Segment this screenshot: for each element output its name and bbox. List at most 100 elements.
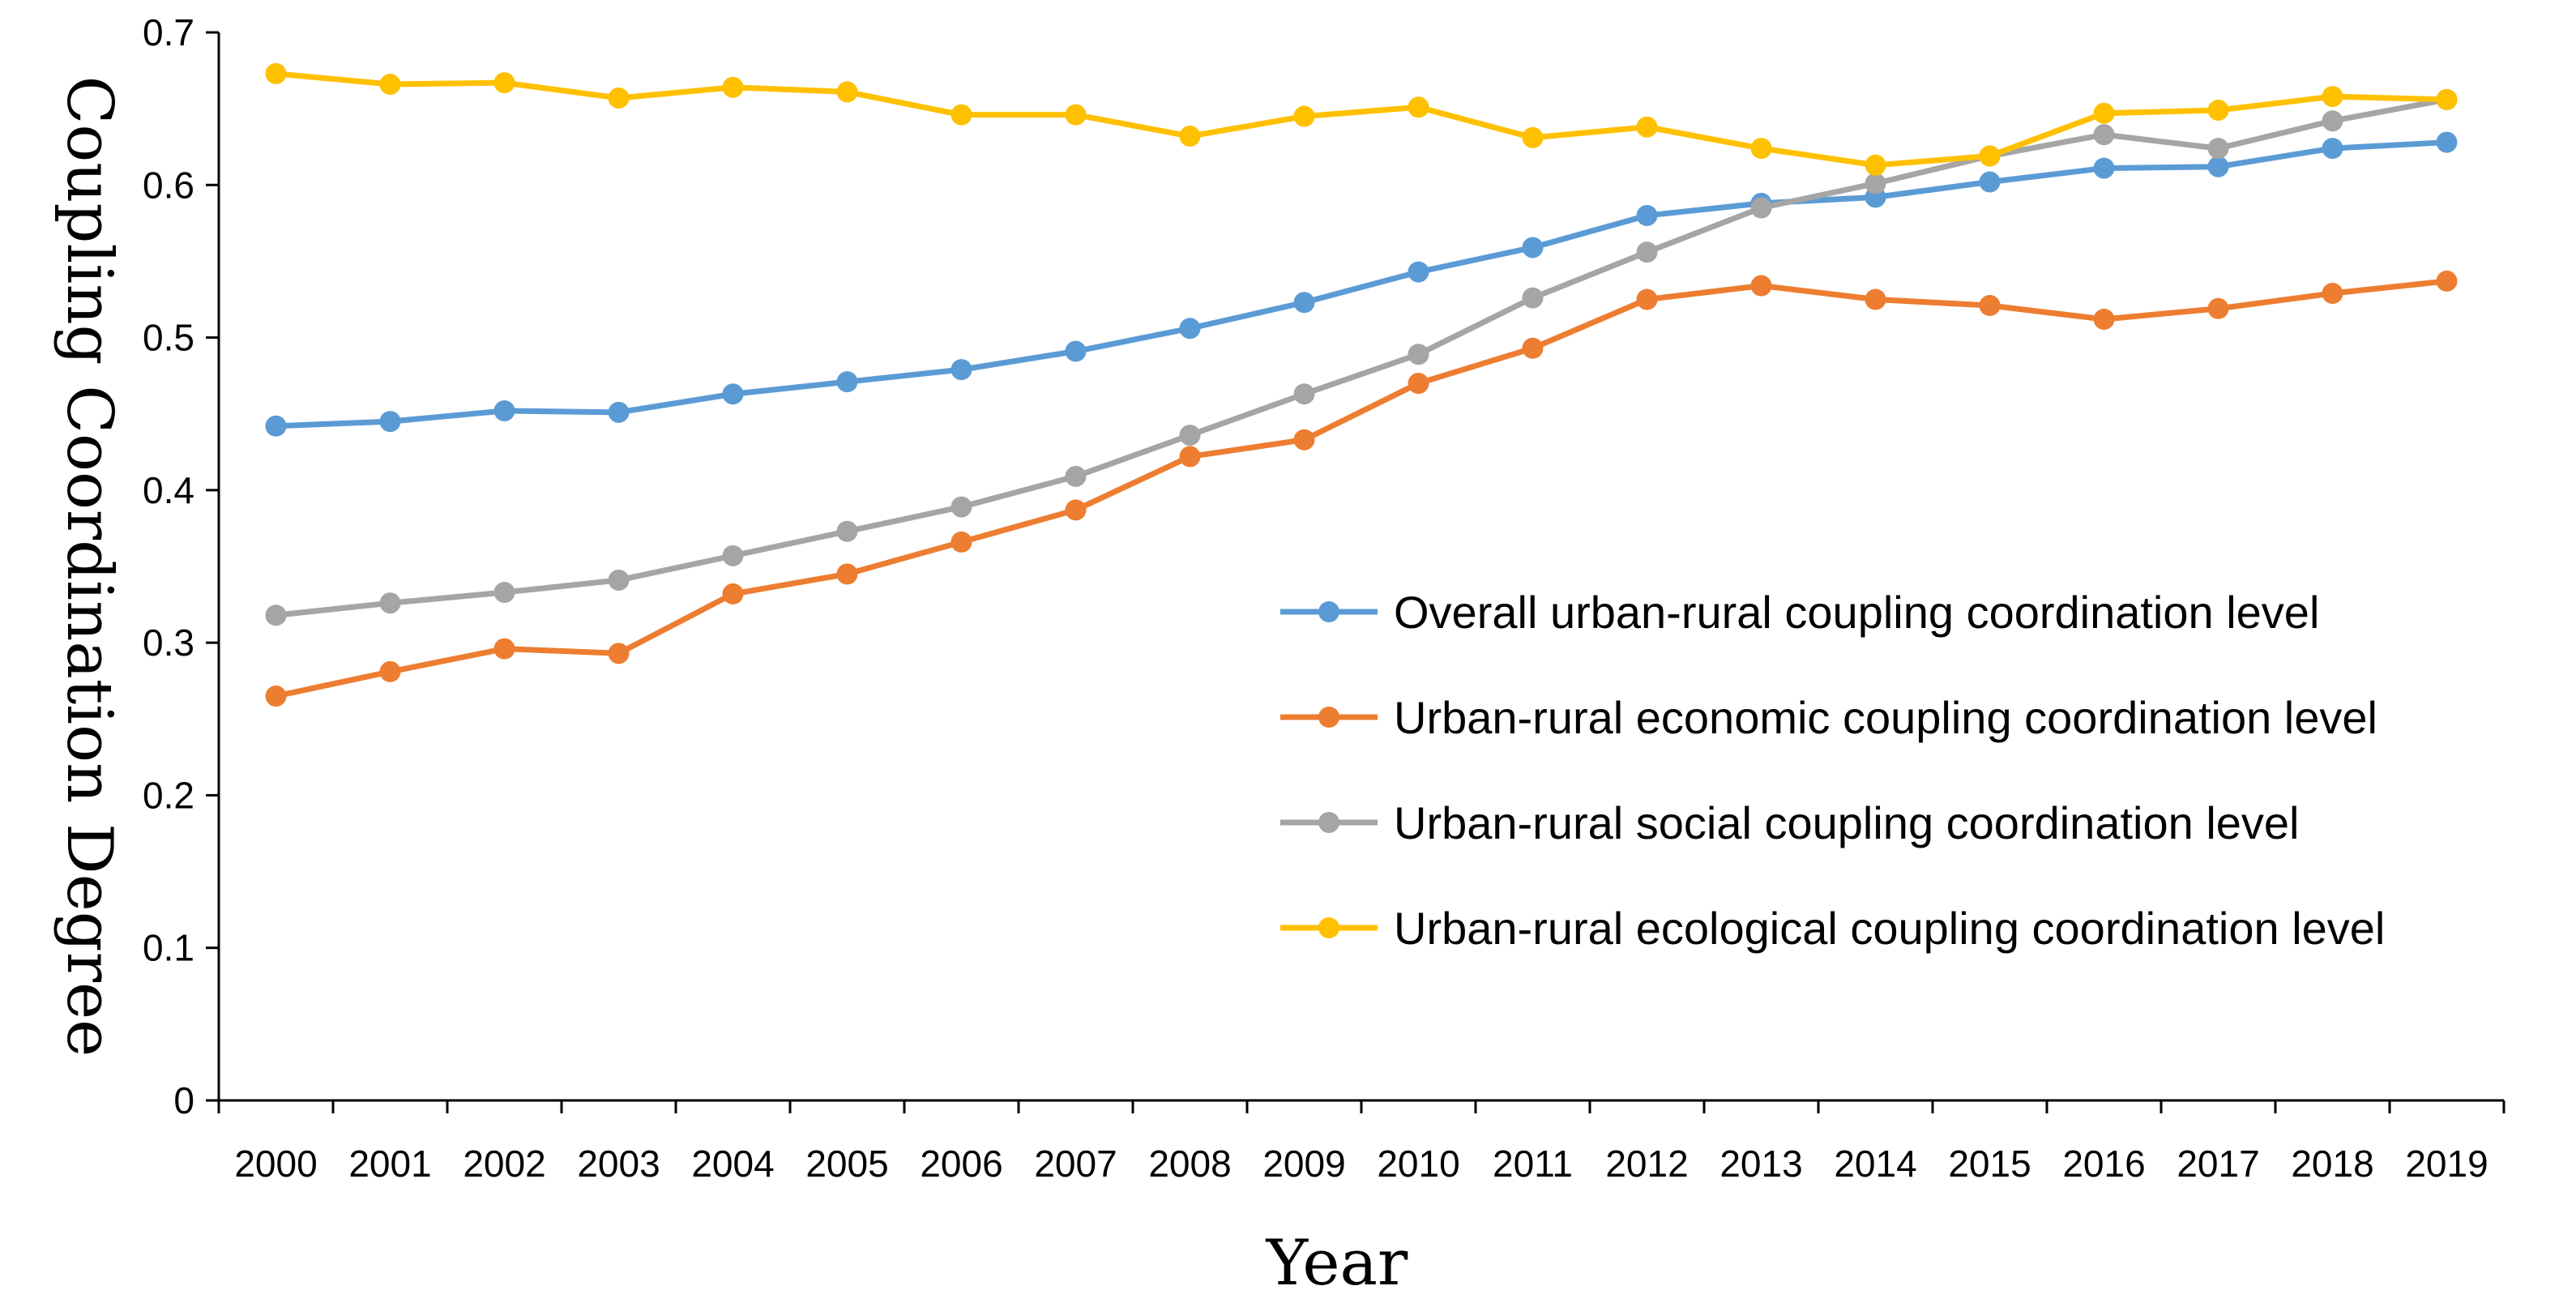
legend-label: Urban-rural economic coupling coordinati… (1394, 692, 2377, 743)
data-point (836, 371, 858, 393)
data-point (836, 563, 858, 585)
data-point (265, 686, 287, 707)
data-point (2093, 308, 2115, 330)
data-point (1065, 340, 1087, 362)
x-tick-label: 2001 (348, 1143, 431, 1185)
data-point (1865, 173, 1886, 194)
y-tick-label: 0.6 (143, 164, 194, 206)
x-tick-label: 2007 (1034, 1143, 1117, 1185)
data-point (2093, 102, 2115, 124)
data-point (1522, 237, 1544, 258)
data-point (1408, 96, 1429, 118)
data-point (2093, 124, 2115, 146)
x-tick-label: 2016 (2062, 1143, 2145, 1185)
data-point (493, 582, 515, 604)
y-tick-label: 0.2 (143, 774, 194, 816)
legend-swatch-marker (1318, 812, 1339, 833)
data-point (1179, 126, 1201, 147)
data-point (608, 643, 630, 664)
x-tick-label: 2003 (577, 1143, 660, 1185)
series-4 (265, 62, 2458, 176)
legend-label: Urban-rural social coupling coordination… (1394, 797, 2299, 848)
legend-swatch-marker (1318, 707, 1339, 728)
y-tick-label: 0.4 (143, 469, 194, 511)
data-point (951, 496, 972, 518)
data-point (1408, 373, 1429, 395)
data-point (722, 545, 744, 566)
x-tick-label: 2010 (1377, 1143, 1459, 1185)
data-point (265, 62, 287, 84)
x-axis-title: Year (1266, 1227, 1408, 1300)
data-point (1750, 138, 1772, 160)
data-point (1293, 105, 1315, 127)
x-tick-label: 2000 (234, 1143, 317, 1185)
legend-swatch-marker (1318, 917, 1339, 938)
data-point (1636, 116, 1658, 138)
data-point (1979, 171, 2001, 193)
data-point (722, 583, 744, 605)
data-point (1522, 287, 1544, 309)
legend-label: Overall urban-rural coupling coordinatio… (1394, 587, 2319, 638)
data-point (1750, 197, 1772, 219)
series-line (276, 96, 2448, 618)
legend-item: Urban-rural ecological coupling coordina… (1280, 903, 2385, 954)
series-line (276, 70, 2447, 169)
x-tick-label: 2006 (920, 1143, 1002, 1185)
data-point (1408, 261, 1429, 283)
data-point (379, 592, 401, 614)
data-point (2322, 86, 2343, 108)
data-point (2207, 156, 2229, 177)
data-point (836, 520, 858, 542)
legend-label: Urban-rural ecological coupling coordina… (1394, 903, 2385, 954)
data-point (2207, 138, 2229, 160)
x-tick-label: 2012 (1605, 1143, 1688, 1185)
x-tick-label: 2002 (463, 1143, 545, 1185)
data-point (1865, 288, 1886, 310)
data-point (836, 81, 858, 103)
data-point (1179, 446, 1201, 468)
data-point (722, 383, 744, 405)
series-line (276, 139, 2447, 429)
chart-series (265, 62, 2458, 707)
x-tick-label: 2017 (2177, 1143, 2259, 1185)
data-point (1522, 126, 1544, 148)
data-point (379, 660, 401, 682)
data-point (951, 104, 972, 126)
y-tick-label: 0.7 (143, 11, 194, 53)
data-point (1750, 275, 1772, 297)
data-point (2436, 270, 2458, 292)
data-point (1065, 465, 1087, 487)
x-tick-label: 2008 (1148, 1143, 1231, 1185)
data-point (2207, 100, 2229, 122)
data-point (608, 569, 630, 591)
data-point (265, 605, 287, 626)
x-tick-label: 2014 (1834, 1143, 1916, 1185)
y-tick-label: 0.1 (143, 927, 194, 969)
data-point (1979, 145, 2001, 167)
series-1 (265, 131, 2458, 437)
data-point (493, 399, 515, 421)
series-2 (265, 270, 2458, 707)
y-tick-label: 0 (173, 1079, 194, 1121)
x-tick-label: 2005 (805, 1143, 888, 1185)
chart-legend: Overall urban-rural coupling coordinatio… (1280, 587, 2385, 954)
data-point (608, 401, 630, 423)
data-point (493, 638, 515, 660)
data-point (2436, 131, 2458, 153)
x-axis-tick-labels: 2000 2001 2002 2003 2004 2005 2006 2007 2008 2009… (234, 1143, 2488, 1185)
data-point (951, 359, 972, 381)
data-point (2322, 110, 2343, 132)
data-point (1293, 429, 1315, 451)
x-tick-label: 2019 (2405, 1143, 2488, 1185)
chart-axes (206, 31, 2506, 1113)
data-point (1865, 154, 1886, 176)
data-point (265, 415, 287, 437)
data-point (2322, 138, 2343, 160)
data-point (379, 74, 401, 96)
data-point (722, 76, 744, 98)
data-point (1293, 383, 1315, 405)
data-point (1293, 292, 1315, 314)
x-tick-label: 2004 (691, 1143, 774, 1185)
data-point (2093, 157, 2115, 179)
